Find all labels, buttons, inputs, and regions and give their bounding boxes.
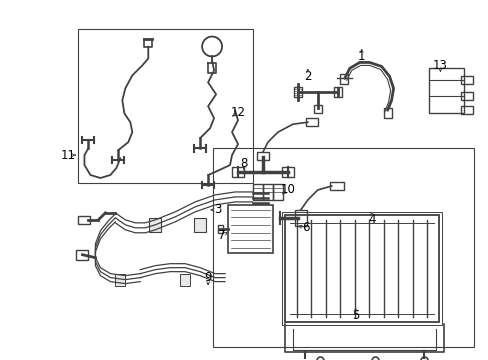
Text: 5: 5 [351,309,359,322]
Text: 3: 3 [214,203,222,216]
Text: 4: 4 [367,213,375,226]
Text: 12: 12 [230,106,245,119]
Text: 1: 1 [357,50,365,63]
Bar [78,216,90,224]
Bar [383,108,391,118]
Text: 7: 7 [218,229,225,242]
Bar [461,76,472,84]
Bar [461,92,472,100]
Bar [281,167,293,177]
Bar [149,218,161,232]
Text: 10: 10 [280,184,295,197]
Bar [115,274,125,285]
Bar [333,87,341,97]
Text: 8: 8 [240,157,247,170]
Bar [194,218,205,232]
Bar [294,210,306,226]
Bar [227,205,272,253]
Bar [218,225,223,233]
Bar [272,184,283,200]
Text: 13: 13 [432,59,447,72]
Bar [263,184,272,200]
Bar [213,148,473,347]
Bar [232,167,244,177]
Text: 11: 11 [61,149,76,162]
Bar [428,68,464,113]
Text: 9: 9 [204,271,211,284]
Bar [339,75,347,84]
Bar [76,250,88,260]
Bar [313,105,321,113]
Bar [256,152,268,160]
Bar [329,182,343,190]
Bar [252,184,263,200]
Bar [285,215,439,323]
Bar [281,212,442,325]
Bar [78,28,252,183]
Text: 2: 2 [304,70,311,83]
Bar [293,87,301,97]
Bar [461,106,472,114]
Bar [180,274,190,285]
Bar [305,118,317,126]
Text: 6: 6 [302,221,309,234]
